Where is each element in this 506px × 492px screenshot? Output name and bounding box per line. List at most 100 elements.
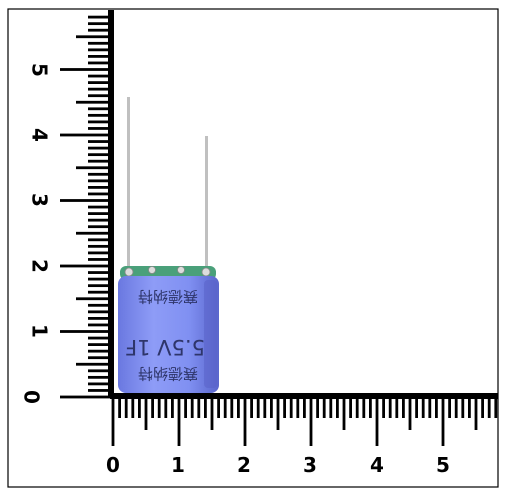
horizontal-ruler-tick xyxy=(421,396,425,418)
horizontal-ruler-tick xyxy=(454,396,458,418)
vertical-ruler-tick xyxy=(60,133,110,137)
capacitor-sleeve-stripe xyxy=(204,280,217,388)
vertical-ruler-tick xyxy=(88,48,110,52)
horizontal-ruler-tick xyxy=(309,396,313,446)
horizontal-ruler-label-2: 2 xyxy=(237,453,251,477)
vertical-ruler-tick xyxy=(88,107,110,111)
vertical-ruler-tick xyxy=(88,186,110,189)
vertical-ruler-tick xyxy=(60,264,110,268)
horizontal-ruler-tick xyxy=(342,396,346,430)
horizontal-ruler-label-4: 4 xyxy=(370,453,384,477)
vertical-ruler: 0 1 2 3 4 5 xyxy=(20,10,114,404)
horizontal-ruler-tick xyxy=(283,396,286,418)
vertical-ruler-tick xyxy=(88,382,110,386)
horizontal-ruler-tick xyxy=(164,396,168,418)
vertical-ruler-label-1: 1 xyxy=(28,324,52,338)
vertical-ruler-tick xyxy=(88,212,110,215)
horizontal-ruler-tick xyxy=(448,396,451,418)
solder-pad xyxy=(201,267,211,277)
capacitor-brand-top: 赛德纳特 xyxy=(138,288,198,306)
horizontal-ruler-tick xyxy=(435,396,438,418)
vertical-ruler-tick xyxy=(88,284,110,288)
vertical-ruler-tick xyxy=(88,159,110,163)
horizontal-ruler-tick xyxy=(316,396,319,418)
vertical-ruler-label-2: 2 xyxy=(28,259,52,273)
horizontal-ruler-tick xyxy=(461,396,465,418)
vertical-ruler-label-5: 5 xyxy=(28,63,52,77)
vertical-ruler-tick xyxy=(60,330,110,333)
horizontal-ruler-tick xyxy=(303,396,306,418)
vertical-ruler-tick xyxy=(88,251,110,255)
horizontal-ruler-tick xyxy=(349,396,352,418)
vertical-ruler-tick xyxy=(76,100,110,104)
vertical-ruler-tick xyxy=(88,336,110,340)
vertical-ruler-tick xyxy=(88,225,110,229)
capacitor-lead-left xyxy=(127,97,130,272)
horizontal-ruler: 0 1 2 3 4 5 xyxy=(106,393,498,477)
vertical-ruler-tick xyxy=(88,349,110,353)
vertical-ruler-tick xyxy=(76,166,110,170)
horizontal-ruler-tick xyxy=(177,396,181,446)
vertical-ruler-tick xyxy=(88,146,110,150)
vertical-ruler-tick xyxy=(88,323,110,327)
horizontal-ruler-tick xyxy=(481,396,484,418)
vertical-ruler-tick xyxy=(88,87,110,91)
vertical-ruler-tick xyxy=(76,35,110,39)
horizontal-ruler-tick xyxy=(157,396,161,418)
horizontal-ruler-tick xyxy=(190,396,194,418)
horizontal-ruler-tick xyxy=(243,396,247,446)
horizontal-ruler-tick xyxy=(428,396,432,418)
horizontal-ruler-tick xyxy=(138,396,141,418)
horizontal-ruler-tick xyxy=(270,396,273,418)
vertical-ruler-tick xyxy=(88,41,110,45)
supercapacitor: 赛德纳特 5.5V 1F 赛德纳特 xyxy=(118,97,219,393)
horizontal-ruler-tick xyxy=(322,396,326,418)
vertical-ruler-tick xyxy=(88,389,110,392)
horizontal-ruler-tick xyxy=(382,396,385,418)
vertical-ruler-spine xyxy=(108,10,114,396)
vertical-ruler-label-0: 0 xyxy=(20,390,44,404)
capacitor-brand-bottom: 赛德纳特 xyxy=(138,365,198,383)
horizontal-ruler-tick xyxy=(217,396,220,418)
horizontal-ruler-tick xyxy=(276,396,280,430)
vertical-ruler-tick xyxy=(88,81,110,84)
vertical-ruler-tick xyxy=(88,22,110,26)
vertical-ruler-tick xyxy=(88,113,110,117)
vertical-ruler-tick xyxy=(88,303,110,307)
horizontal-ruler-tick xyxy=(184,396,187,418)
horizontal-ruler-tick xyxy=(237,396,240,418)
vertical-ruler-tick xyxy=(88,192,110,196)
vertical-ruler-tick xyxy=(88,153,110,157)
horizontal-ruler-tick xyxy=(111,396,115,446)
horizontal-ruler-tick xyxy=(402,396,405,418)
solder-pad xyxy=(148,266,156,274)
solder-pad xyxy=(177,266,185,274)
horizontal-ruler-tick xyxy=(355,396,359,418)
vertical-ruler-tick xyxy=(88,94,110,98)
horizontal-ruler-tick xyxy=(210,396,214,430)
vertical-ruler-tick xyxy=(88,172,110,176)
horizontal-ruler-tick xyxy=(296,396,300,418)
horizontal-ruler-tick xyxy=(336,396,339,418)
horizontal-ruler-tick xyxy=(131,396,135,418)
horizontal-ruler-tick xyxy=(494,396,498,418)
vertical-ruler-tick xyxy=(60,199,110,202)
vertical-ruler-tick xyxy=(88,55,110,58)
horizontal-ruler-tick xyxy=(144,396,148,430)
horizontal-ruler-tick xyxy=(118,396,121,418)
vertical-ruler-tick xyxy=(88,61,110,65)
vertical-ruler-tick xyxy=(88,120,110,124)
horizontal-ruler-tick xyxy=(395,396,399,418)
horizontal-ruler-tick xyxy=(362,396,366,418)
vertical-ruler-label-4: 4 xyxy=(28,128,52,142)
vertical-ruler-tick xyxy=(60,395,110,399)
vertical-ruler-tick xyxy=(88,238,110,242)
horizontal-ruler-tick xyxy=(468,396,471,418)
horizontal-ruler-label-1: 1 xyxy=(171,453,185,477)
vertical-ruler-tick xyxy=(88,179,110,183)
horizontal-ruler-label-3: 3 xyxy=(303,453,317,477)
horizontal-ruler-tick xyxy=(329,396,333,418)
horizontal-ruler-tick xyxy=(415,396,418,418)
vertical-ruler-tick xyxy=(76,231,110,235)
